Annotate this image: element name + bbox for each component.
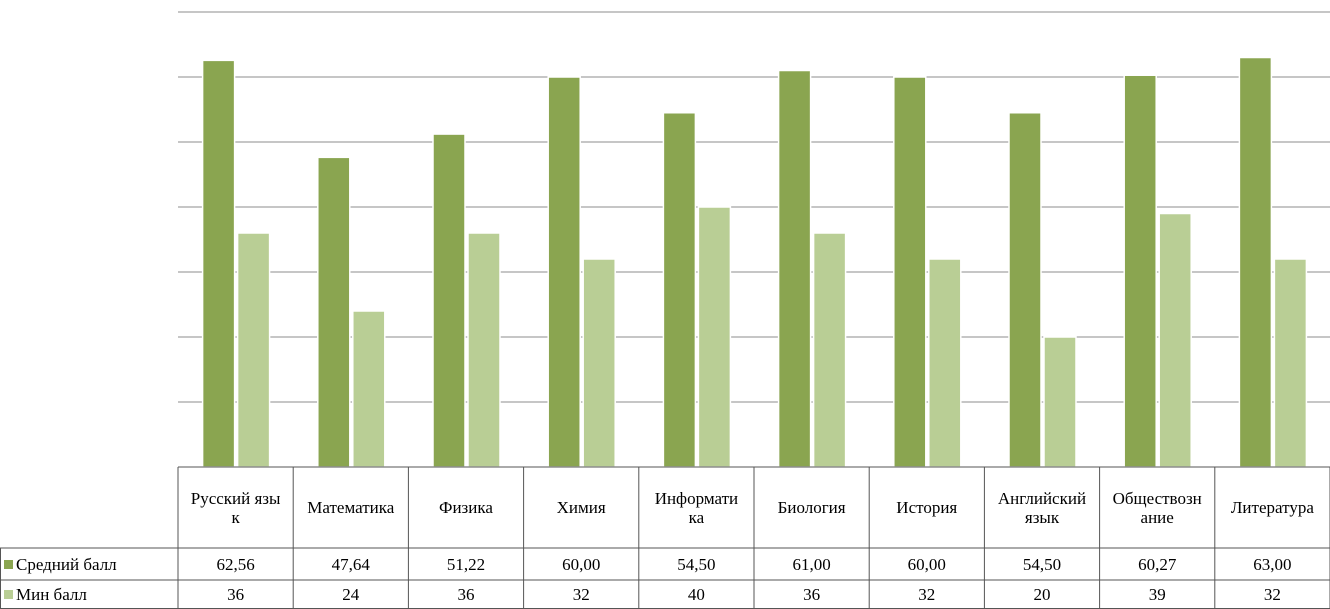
value-label: 32 xyxy=(869,580,984,609)
bar xyxy=(201,59,236,468)
bar xyxy=(1238,56,1273,468)
category-label: Английский язык xyxy=(984,467,1099,548)
category-label: Химия xyxy=(524,467,639,548)
cell-text: 36 xyxy=(803,585,821,604)
category-label: Математика xyxy=(293,467,408,548)
category-label: Литература xyxy=(1215,467,1330,548)
cell-text: 36 xyxy=(457,585,475,604)
cell-text: 24 xyxy=(342,585,360,604)
value-label: 60,27 xyxy=(1100,548,1215,580)
cell-text: 60,00 xyxy=(907,554,946,574)
cell-text: Информатика xyxy=(654,488,739,527)
category-label: Обществознание xyxy=(1100,467,1215,548)
bar xyxy=(1158,212,1192,468)
legend-entry: Мин балл xyxy=(0,580,178,609)
cell-text: Мин балл xyxy=(16,585,87,604)
category-label: Физика xyxy=(408,467,523,548)
value-label: 54,50 xyxy=(984,548,1099,580)
bar xyxy=(1123,74,1157,468)
value-label: 24 xyxy=(293,580,408,609)
value-label: 62,56 xyxy=(178,548,293,580)
value-label: 54,50 xyxy=(639,548,754,580)
cell-text: 60,00 xyxy=(562,554,601,574)
bar xyxy=(1043,336,1077,468)
value-label: 20 xyxy=(984,580,1099,609)
cell-text: 54,50 xyxy=(1022,554,1062,574)
bar xyxy=(236,232,271,468)
value-label: 36 xyxy=(754,580,869,609)
bar xyxy=(317,156,351,468)
value-label: 39 xyxy=(1100,580,1215,609)
cell-text: 40 xyxy=(687,585,705,604)
bar xyxy=(352,310,386,468)
cell-text: 32 xyxy=(1263,585,1281,604)
value-label: 61,00 xyxy=(754,548,869,580)
bar xyxy=(467,232,501,468)
value-label: 32 xyxy=(1215,580,1330,609)
cell-text: 47,64 xyxy=(331,554,370,574)
cell-text: Химия xyxy=(556,498,606,517)
bar xyxy=(547,76,581,468)
legend-key xyxy=(4,559,13,569)
category-label: Биология xyxy=(754,467,869,548)
bar xyxy=(1008,112,1042,468)
cell-text: 51,22 xyxy=(446,554,486,574)
bar xyxy=(1273,258,1308,468)
bar xyxy=(662,112,697,468)
category-label: Русский язык xyxy=(178,467,293,548)
category-label: Информатика xyxy=(639,467,754,548)
cell-text: Обществознание xyxy=(1112,488,1202,527)
bar xyxy=(812,232,847,468)
value-label: 47,64 xyxy=(293,548,408,580)
category-label: История xyxy=(869,467,984,548)
bar xyxy=(697,206,732,468)
cell-text: 39 xyxy=(1148,585,1166,604)
cell-text: 20 xyxy=(1033,585,1051,604)
cell-text: Русский язык xyxy=(190,488,281,527)
cell-text: Английский язык xyxy=(997,488,1087,527)
cell-text: Средний балл xyxy=(16,554,117,574)
value-label: 40 xyxy=(639,580,754,609)
value-label: 36 xyxy=(178,580,293,609)
cell-text: 32 xyxy=(918,585,936,604)
cell-text: История xyxy=(896,498,958,517)
cell-text: 62,56 xyxy=(216,554,255,574)
value-label: 36 xyxy=(408,580,523,609)
legend-entry: Средний балл xyxy=(0,548,178,580)
value-label: 32 xyxy=(524,580,639,609)
cell-text: 32 xyxy=(572,585,590,604)
bar xyxy=(777,69,812,468)
cell-text: Биология xyxy=(777,498,846,517)
cell-text: 60,27 xyxy=(1138,554,1177,574)
bar xyxy=(432,133,466,468)
value-label: 60,00 xyxy=(869,548,984,580)
cell-text: Физика xyxy=(439,498,493,517)
cell-text: 61,00 xyxy=(792,554,831,574)
value-label: 51,22 xyxy=(408,548,523,580)
cell-text: 54,50 xyxy=(677,554,716,574)
value-label: 63,00 xyxy=(1215,548,1330,580)
cell-text: Литература xyxy=(1230,498,1314,517)
cell-text: 63,00 xyxy=(1253,554,1292,574)
bar xyxy=(928,258,962,468)
cell-text: 36 xyxy=(227,585,245,604)
cell-text: Математика xyxy=(307,498,395,517)
bar xyxy=(893,76,927,468)
bar xyxy=(582,258,616,468)
legend-key xyxy=(4,590,13,599)
value-label: 60,00 xyxy=(524,548,639,580)
